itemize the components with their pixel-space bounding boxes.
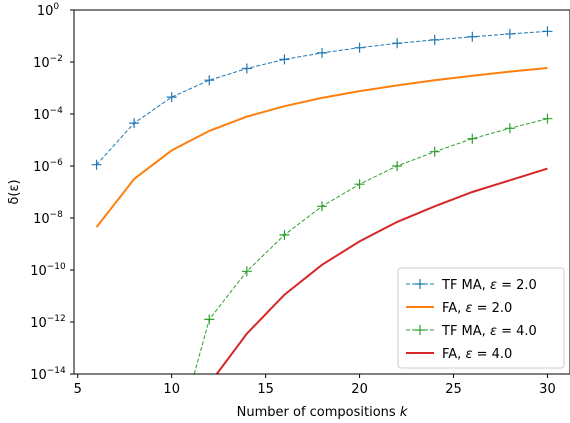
x-tick-label: 30 <box>539 382 556 397</box>
y-tick-label: 10−4 <box>33 106 63 123</box>
series-1-point <box>467 31 478 42</box>
series-3-point <box>429 146 440 157</box>
series-1-point <box>429 34 440 45</box>
series-group <box>91 26 553 374</box>
y-tick-label: 10−10 <box>30 262 66 279</box>
legend: TF MA, ε = 2.0 FA, ε = 2.0 TF MA, ε = 4.0 F… <box>397 267 565 369</box>
series-3-point <box>279 229 290 240</box>
x-tick-label: 5 <box>74 382 82 397</box>
series-line-4 <box>215 167 548 374</box>
ticks-layer: 5 10 15 20 25 30 100 10−2 10−4 10−6 10−8 10−10 10−12… <box>30 2 556 397</box>
x-axis-label-text: Number of compositions <box>237 405 400 420</box>
x-axis-label: Number of compositions k <box>237 405 408 420</box>
series-3-point <box>241 266 252 277</box>
series-3-point <box>467 133 478 144</box>
y-tick-label: 10−8 <box>33 210 63 227</box>
x-axis-label-variable: k <box>400 405 408 420</box>
x-tick-label: 15 <box>257 382 274 397</box>
y-tick-label: 10−6 <box>33 158 63 175</box>
series-3-point <box>392 161 403 171</box>
x-tick-label: 10 <box>163 382 180 397</box>
series-line-2 <box>95 66 548 228</box>
series-1-point <box>317 47 327 58</box>
x-tick-label: 20 <box>351 382 368 397</box>
series-1-point <box>354 42 365 53</box>
legend-label-4: FA, ε = 4.0 <box>442 347 512 362</box>
series-3-point <box>542 113 553 124</box>
legend-box <box>397 267 565 369</box>
legend-label-3: TF MA, ε = 4.0 <box>441 324 537 339</box>
y-tick-label: 10−14 <box>30 366 66 383</box>
y-axis-label: δ(ε) <box>7 179 22 204</box>
y-tick-label: 10−2 <box>33 54 63 71</box>
series-3-point <box>504 123 515 134</box>
series-1-point <box>542 26 553 37</box>
series-1-point <box>91 159 102 170</box>
series-1-point <box>204 75 215 86</box>
series-3-point <box>317 201 327 212</box>
series-1-point <box>166 92 177 103</box>
series-3-point <box>354 179 365 190</box>
y-tick-label: 10−12 <box>30 314 66 331</box>
series-1-point <box>392 38 403 49</box>
series-1-point <box>129 118 140 129</box>
plot-frame <box>73 9 570 375</box>
series-layer <box>91 26 553 374</box>
series-1-point <box>241 63 252 74</box>
legend-label-2: FA, ε = 2.0 <box>442 301 512 316</box>
legend-label-1: TF MA, ε = 2.0 <box>441 278 537 293</box>
y-tick-label: 100 <box>37 2 60 19</box>
series-1-point <box>504 28 515 39</box>
series-3-point <box>204 314 215 325</box>
series-1-point <box>279 54 290 65</box>
x-tick-label: 25 <box>445 382 462 397</box>
